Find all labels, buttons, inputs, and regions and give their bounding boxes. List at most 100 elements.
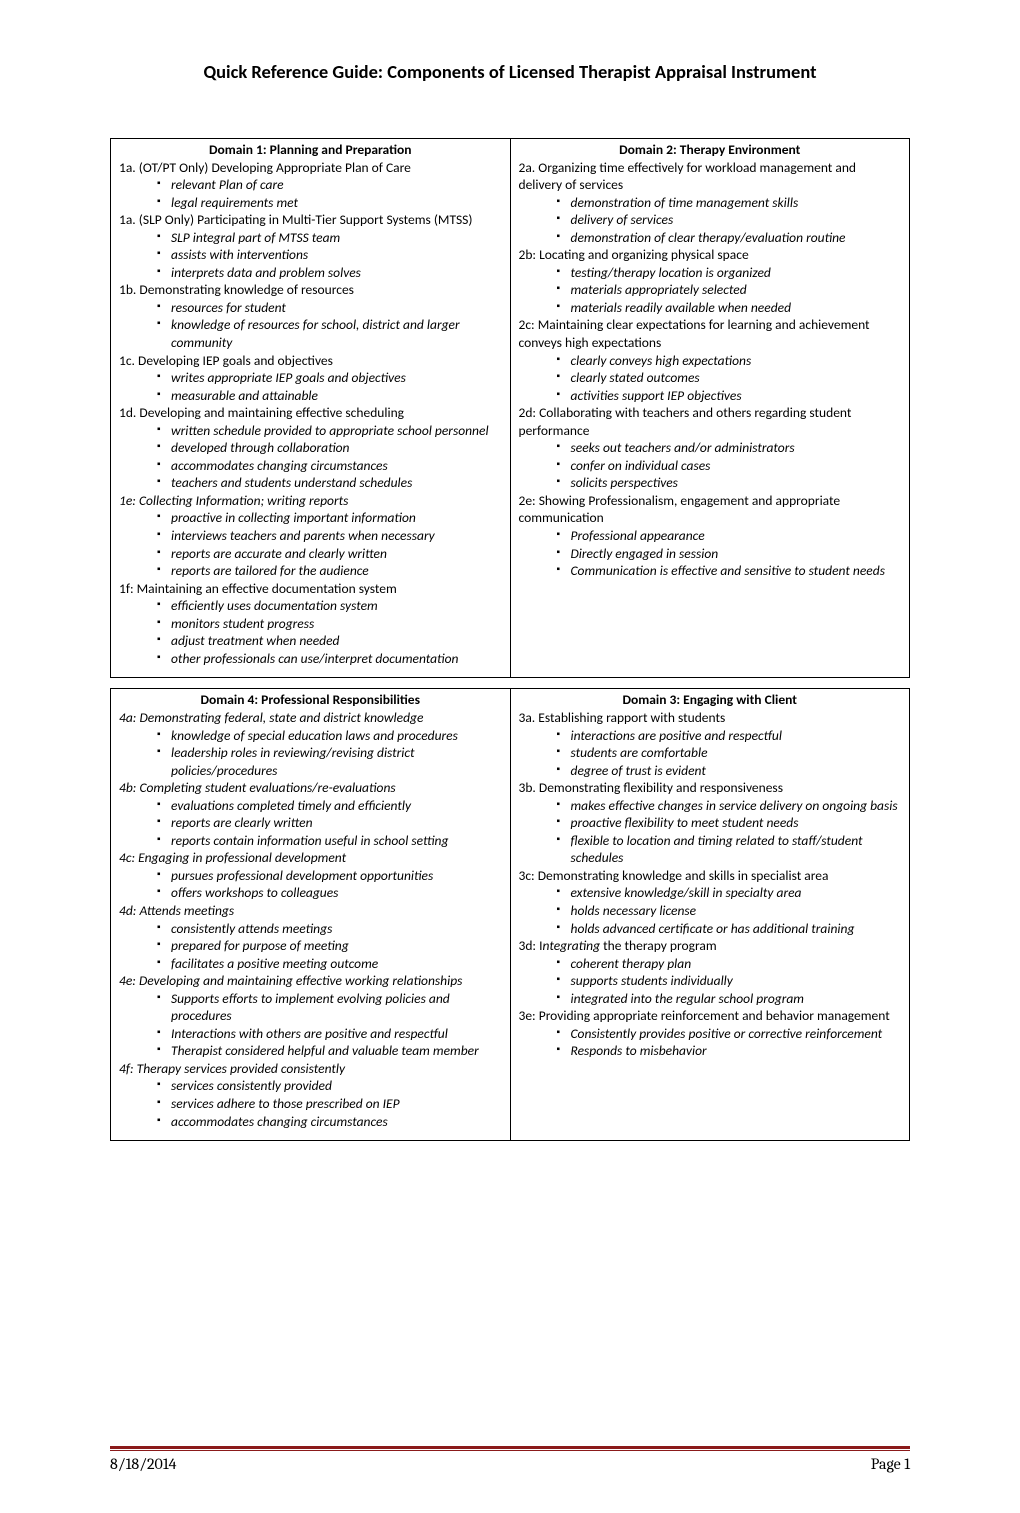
component-heading: 1a. (OT/PT Only) Developing Appropriate …	[119, 159, 502, 177]
sub-item: accommodates changing circumstances	[157, 457, 502, 475]
sub-list: services consistently provided services …	[119, 1077, 502, 1130]
sub-item: teachers and students understand schedul…	[157, 474, 502, 492]
footer-date: 8/18/2014	[110, 1455, 176, 1473]
domain-4-title: Domain 4: Professional Responsibilities	[119, 691, 502, 709]
sub-item: services consistently provided	[157, 1077, 502, 1095]
sub-item: adjust treatment when needed	[157, 632, 502, 650]
sub-item: leadership roles in reviewing/revising d…	[157, 744, 502, 779]
component-heading: 1e: Collecting Information; writing repo…	[119, 492, 502, 510]
sub-item: reports are clearly written	[157, 814, 502, 832]
sub-list: writes appropriate IEP goals and objecti…	[119, 369, 502, 404]
sub-item: holds necessary license	[557, 902, 902, 920]
sub-list: evaluations completed timely and efficie…	[119, 797, 502, 850]
sub-list: SLP integral part of MTSS team assists w…	[119, 229, 502, 282]
sub-list: knowledge of special education laws and …	[119, 727, 502, 780]
sub-item: makes effective changes in service deliv…	[557, 797, 902, 815]
component-heading: 2e: Showing Professionalism, engagement …	[519, 492, 902, 527]
sub-item: supports students individually	[557, 972, 902, 990]
component-heading: 3c: Demonstrating knowledge and skills i…	[519, 867, 902, 885]
component-heading: 4d: Attends meetings	[119, 902, 502, 920]
component-heading: 4b: Completing student evaluations/re-ev…	[119, 779, 502, 797]
sub-list: extensive knowledge/skill in specialty a…	[519, 884, 902, 937]
component-heading: 1c. Developing IEP goals and objectives	[119, 352, 502, 370]
sub-list: Consistently provides positive or correc…	[519, 1025, 902, 1060]
sub-item: demonstration of time management skills	[557, 194, 902, 212]
sub-item: proactive in collecting important inform…	[157, 509, 502, 527]
sub-item: demonstration of clear therapy/evaluatio…	[557, 229, 902, 247]
sub-item: flexible to location and timing related …	[557, 832, 902, 867]
footer-page: Page 1	[871, 1455, 910, 1473]
component-heading: 1a. (SLP Only) Participating in Multi-Ti…	[119, 211, 502, 229]
component-heading: 4f: Therapy services provided consistent…	[119, 1060, 502, 1078]
sub-item: pursues professional development opportu…	[157, 867, 502, 885]
sub-item: evaluations completed timely and efficie…	[157, 797, 502, 815]
sub-item: services adhere to those prescribed on I…	[157, 1095, 502, 1113]
component-heading: 1d. Developing and maintaining effective…	[119, 404, 502, 422]
sub-item: efficiently uses documentation system	[157, 597, 502, 615]
sub-item: Responds to misbehavior	[557, 1042, 902, 1060]
domain-1-title: Domain 1: Planning and Preparation	[119, 141, 502, 159]
sub-item: developed through collaboration	[157, 439, 502, 457]
sub-item: solicits perspectives	[557, 474, 902, 492]
sub-item: seeks out teachers and/or administrators	[557, 439, 902, 457]
sub-item: assists with interventions	[157, 246, 502, 264]
sub-item: consistently attends meetings	[157, 920, 502, 938]
sub-item: Consistently provides positive or correc…	[557, 1025, 902, 1043]
sub-list: seeks out teachers and/or administrators…	[519, 439, 902, 492]
sub-item: delivery of services	[557, 211, 902, 229]
sub-item: other professionals can use/interpret do…	[157, 650, 502, 668]
component-heading: 3d: Integrating the therapy program	[519, 937, 902, 955]
sub-list: demonstration of time management skills …	[519, 194, 902, 247]
sub-item: knowledge of resources for school, distr…	[157, 316, 502, 351]
sub-item: Interactions with others are positive an…	[157, 1025, 502, 1043]
sub-item: accommodates changing circumstances	[157, 1113, 502, 1131]
sub-list: Supports efforts to implement evolving p…	[119, 990, 502, 1060]
sub-item: Therapist considered helpful and valuabl…	[157, 1042, 502, 1060]
footer-wrap: 8/18/2014 Page 1	[110, 1446, 910, 1473]
sub-item: clearly conveys high expectations	[557, 352, 902, 370]
domain-table-bottom: Domain 4: Professional Responsibilities …	[110, 688, 910, 1141]
sub-item: SLP integral part of MTSS team	[157, 229, 502, 247]
sub-item: activities support IEP objectives	[557, 387, 902, 405]
component-heading: 4c: Engaging in professional development	[119, 849, 502, 867]
component-heading: 2b: Locating and organizing physical spa…	[519, 246, 902, 264]
sub-item: written schedule provided to appropriate…	[157, 422, 502, 440]
domain-3-cell: Domain 3: Engaging with Client 3a. Estab…	[510, 689, 910, 1141]
sub-list: pursues professional development opportu…	[119, 867, 502, 902]
sub-item: materials appropriately selected	[557, 281, 902, 299]
domain-3-title: Domain 3: Engaging with Client	[519, 691, 902, 709]
component-heading: 3a. Establishing rapport with students	[519, 709, 902, 727]
domain-2-cell: Domain 2: Therapy Environment 2a. Organi…	[510, 139, 910, 678]
sub-list: efficiently uses documentation system mo…	[119, 597, 502, 667]
page-title: Quick Reference Guide: Components of Lic…	[110, 60, 910, 83]
component-heading: 2c: Maintaining clear expectations for l…	[519, 316, 902, 351]
sub-item: relevant Plan of care	[157, 176, 502, 194]
sub-item: holds advanced certificate or has additi…	[557, 920, 902, 938]
sub-item: reports are accurate and clearly written	[157, 545, 502, 563]
domain-2-title: Domain 2: Therapy Environment	[519, 141, 902, 159]
sub-item: proactive flexibility to meet student ne…	[557, 814, 902, 832]
sub-list: testing/therapy location is organized ma…	[519, 264, 902, 317]
sub-item: Communication is effective and sensitive…	[557, 562, 902, 580]
sub-item: extensive knowledge/skill in specialty a…	[557, 884, 902, 902]
footer-rule-thin	[110, 1450, 910, 1451]
sub-list: proactive in collecting important inform…	[119, 509, 502, 579]
sub-item: confer on individual cases	[557, 457, 902, 475]
footer-rule-thick	[110, 1446, 910, 1449]
component-heading: 3b. Demonstrating flexibility and respon…	[519, 779, 902, 797]
sub-item: interviews teachers and parents when nec…	[157, 527, 502, 545]
component-heading: 2d: Collaborating with teachers and othe…	[519, 404, 902, 439]
sub-item: students are comfortable	[557, 744, 902, 762]
sub-item: measurable and attainable	[157, 387, 502, 405]
sub-item: Supports efforts to implement evolving p…	[157, 990, 502, 1025]
sub-list: resources for student knowledge of resou…	[119, 299, 502, 352]
sub-item: writes appropriate IEP goals and objecti…	[157, 369, 502, 387]
component-heading: 1b. Demonstrating knowledge of resources	[119, 281, 502, 299]
sub-item: legal requirements met	[157, 194, 502, 212]
component-heading: 2a. Organizing time effectively for work…	[519, 159, 902, 194]
sub-item: coherent therapy plan	[557, 955, 902, 973]
sub-item: Professional appearance	[557, 527, 902, 545]
domain-table-top: Domain 1: Planning and Preparation 1a. (…	[110, 138, 910, 678]
sub-item: degree of trust is evident	[557, 762, 902, 780]
footer: 8/18/2014 Page 1	[110, 1455, 910, 1473]
